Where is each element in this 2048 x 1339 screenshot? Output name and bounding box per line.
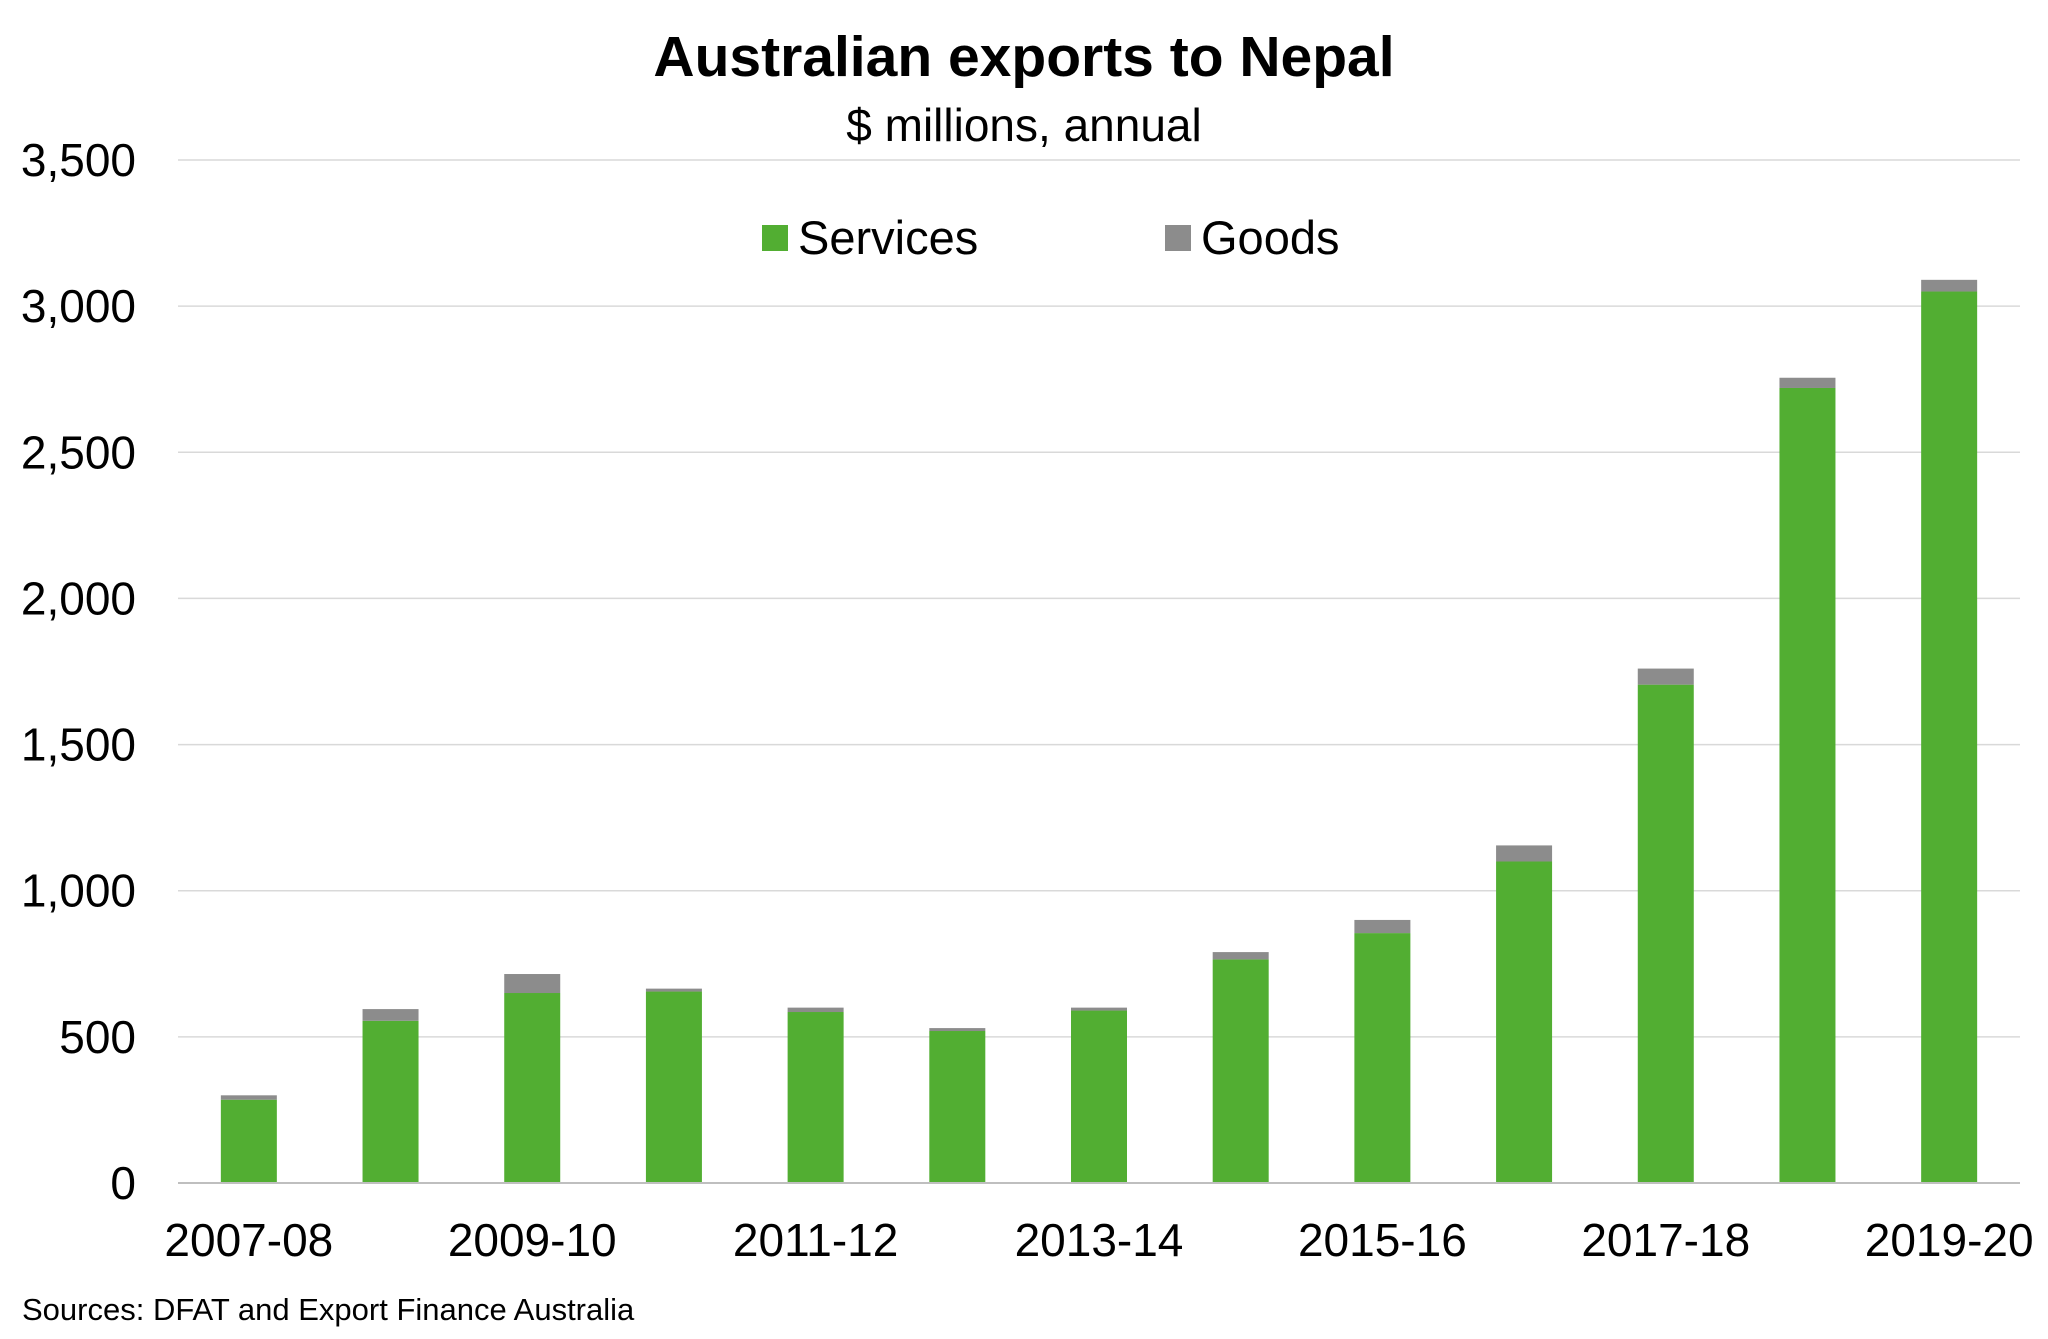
bar-goods-2018-19 xyxy=(1779,377,1836,388)
bar-services-2018-19 xyxy=(1779,387,1836,1183)
bar-goods-2013-14 xyxy=(1071,1007,1127,1011)
bar-services-2007-08 xyxy=(220,1099,277,1183)
x-tick-label: 2015-16 xyxy=(1298,1214,1467,1266)
x-tick-label: 2011-12 xyxy=(733,1214,898,1266)
bar-services-2012-13 xyxy=(929,1031,986,1183)
bar-services-2010-11 xyxy=(645,991,702,1183)
bar-goods-2008-09 xyxy=(362,1009,419,1021)
bar-services-2013-14 xyxy=(1071,1010,1127,1183)
x-tick-label: 2013-14 xyxy=(1015,1214,1184,1266)
bar-services-2015-16 xyxy=(1354,933,1411,1183)
y-tick-label: 2,500 xyxy=(21,426,136,478)
bar-goods-2019-20 xyxy=(1921,279,1978,292)
bar-services-2019-20 xyxy=(1921,291,1978,1183)
bar-services-2014-15 xyxy=(1212,959,1269,1183)
bar-goods-2017-18 xyxy=(1637,668,1694,685)
bar-services-2008-09 xyxy=(362,1020,419,1183)
x-tick-label: 2017-18 xyxy=(1581,1214,1750,1266)
x-tick-label: 2019-20 xyxy=(1865,1214,2034,1266)
y-tick-label: 1,000 xyxy=(21,865,136,917)
y-tick-label: 3,500 xyxy=(21,134,136,186)
y-tick-label: 0 xyxy=(110,1157,136,1209)
y-tick-label: 1,500 xyxy=(21,719,136,771)
bar-services-2011-12 xyxy=(787,1012,844,1183)
bar-goods-2016-17 xyxy=(1496,845,1553,862)
legend-label-services: Services xyxy=(798,211,979,264)
legend-item-goods: Goods xyxy=(1165,210,1339,265)
bar-goods-2014-15 xyxy=(1212,952,1269,960)
source-note: Sources: DFAT and Export Finance Austral… xyxy=(22,1292,635,1327)
bar-goods-2012-13 xyxy=(929,1028,986,1032)
chart-subtitle: $ millions, annual xyxy=(846,99,1202,151)
y-tick-label: 2,000 xyxy=(21,572,136,624)
y-tick-label: 3,000 xyxy=(21,280,136,332)
bar-goods-2009-10 xyxy=(504,974,561,994)
bar-goods-2015-16 xyxy=(1354,919,1411,934)
bar-services-2016-17 xyxy=(1496,861,1553,1183)
legend-swatch-goods xyxy=(1165,224,1191,251)
bar-services-2017-18 xyxy=(1637,684,1694,1183)
chart-title: Australian exports to Nepal xyxy=(653,25,1395,89)
bar-services-2009-10 xyxy=(504,993,561,1183)
bar-goods-2011-12 xyxy=(787,1007,844,1013)
x-tick-label: 2009-10 xyxy=(448,1214,617,1266)
bar-goods-2007-08 xyxy=(220,1095,277,1100)
legend-swatch-services xyxy=(762,224,788,251)
legend-item-services: Services xyxy=(762,210,978,265)
legend-label-goods: Goods xyxy=(1201,211,1340,264)
x-tick-label: 2007-08 xyxy=(164,1214,333,1266)
y-tick-label: 500 xyxy=(59,1011,136,1063)
bar-goods-2010-11 xyxy=(645,988,702,992)
